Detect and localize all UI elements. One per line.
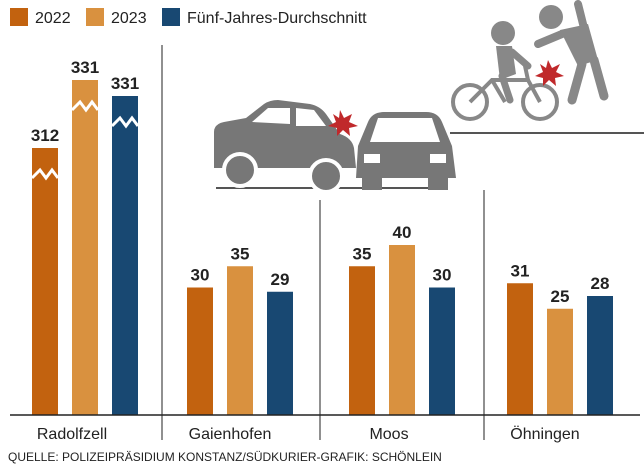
bar-gaienhofen-fünf	[267, 291, 293, 415]
category-labels: Radolfzell Gaienhofen Moos Öhningen	[37, 425, 580, 443]
legend-swatch-2	[162, 8, 180, 26]
cyclist-pedestrian-collision-icon	[450, 0, 644, 134]
bar-gaienhofen-2023	[227, 266, 253, 415]
category-label-0: Radolfzell	[37, 426, 107, 443]
bar-moos-fünf	[429, 287, 455, 415]
legend-label-2: Fünf-Jahres-Durchschnitt	[187, 10, 367, 27]
category-label-3: Öhningen	[510, 425, 579, 443]
bar--hningen-fünf	[587, 296, 613, 415]
data-label: 331	[71, 58, 99, 77]
bar-moos-2023	[389, 245, 415, 415]
data-label: 29	[271, 270, 290, 289]
category-label-2: Moos	[369, 426, 408, 443]
data-label: 28	[591, 274, 610, 293]
bar-radolfzell-2022	[32, 148, 58, 415]
category-label-1: Gaienhofen	[189, 426, 272, 443]
source-note: QUELLE: POLIZEIPRÄSIDIUM KONSTANZ/SÜDKUR…	[8, 450, 442, 464]
bar-radolfzell-fünf	[112, 96, 138, 415]
data-label: 35	[231, 244, 250, 263]
bars: 312 331 331 30 35 29 35 40 30 31 25 28	[31, 58, 613, 415]
car-collision-icon	[214, 100, 456, 194]
legend: 2022 2023 Fünf-Jahres-Durchschnitt	[10, 8, 367, 27]
data-label: 312	[31, 126, 59, 145]
data-label: 25	[551, 287, 570, 306]
bar--hningen-2022	[507, 283, 533, 415]
legend-swatch-0	[10, 8, 28, 26]
bar-gaienhofen-2022	[187, 287, 213, 415]
bar-moos-2022	[349, 266, 375, 415]
axis-break-mark	[110, 115, 140, 129]
legend-swatch-1	[86, 8, 104, 26]
data-label: 35	[353, 244, 372, 263]
data-label: 30	[433, 266, 452, 285]
axis-break-mark	[30, 167, 60, 181]
bar--hningen-2023	[547, 308, 573, 415]
axis-break-mark	[70, 99, 100, 113]
data-label: 31	[511, 261, 530, 280]
data-label: 40	[393, 223, 412, 242]
legend-label-1: 2023	[111, 10, 147, 27]
legend-label-0: 2022	[35, 10, 71, 27]
data-label: 331	[111, 74, 139, 93]
bar-radolfzell-2023	[72, 80, 98, 415]
group-dividers	[161, 45, 485, 440]
data-label: 30	[191, 266, 210, 285]
